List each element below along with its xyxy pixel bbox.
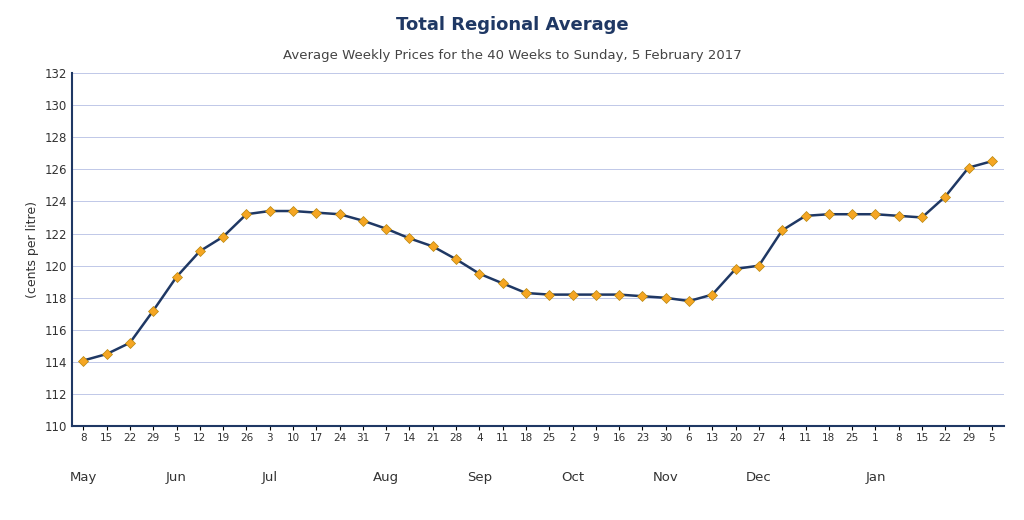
Text: Average Weekly Prices for the 40 Weeks to Sunday, 5 February 2017: Average Weekly Prices for the 40 Weeks t… bbox=[283, 49, 741, 62]
Text: Jan: Jan bbox=[865, 471, 886, 484]
Text: Nov: Nov bbox=[653, 471, 679, 484]
Text: Jul: Jul bbox=[262, 471, 278, 484]
Text: Sep: Sep bbox=[467, 471, 492, 484]
Text: Total Regional Average: Total Regional Average bbox=[395, 16, 629, 34]
Text: Aug: Aug bbox=[373, 471, 399, 484]
Y-axis label: (cents per litre): (cents per litre) bbox=[26, 201, 39, 298]
Text: Oct: Oct bbox=[561, 471, 584, 484]
Text: Jun: Jun bbox=[166, 471, 187, 484]
Text: Dec: Dec bbox=[746, 471, 772, 484]
Text: May: May bbox=[70, 471, 97, 484]
